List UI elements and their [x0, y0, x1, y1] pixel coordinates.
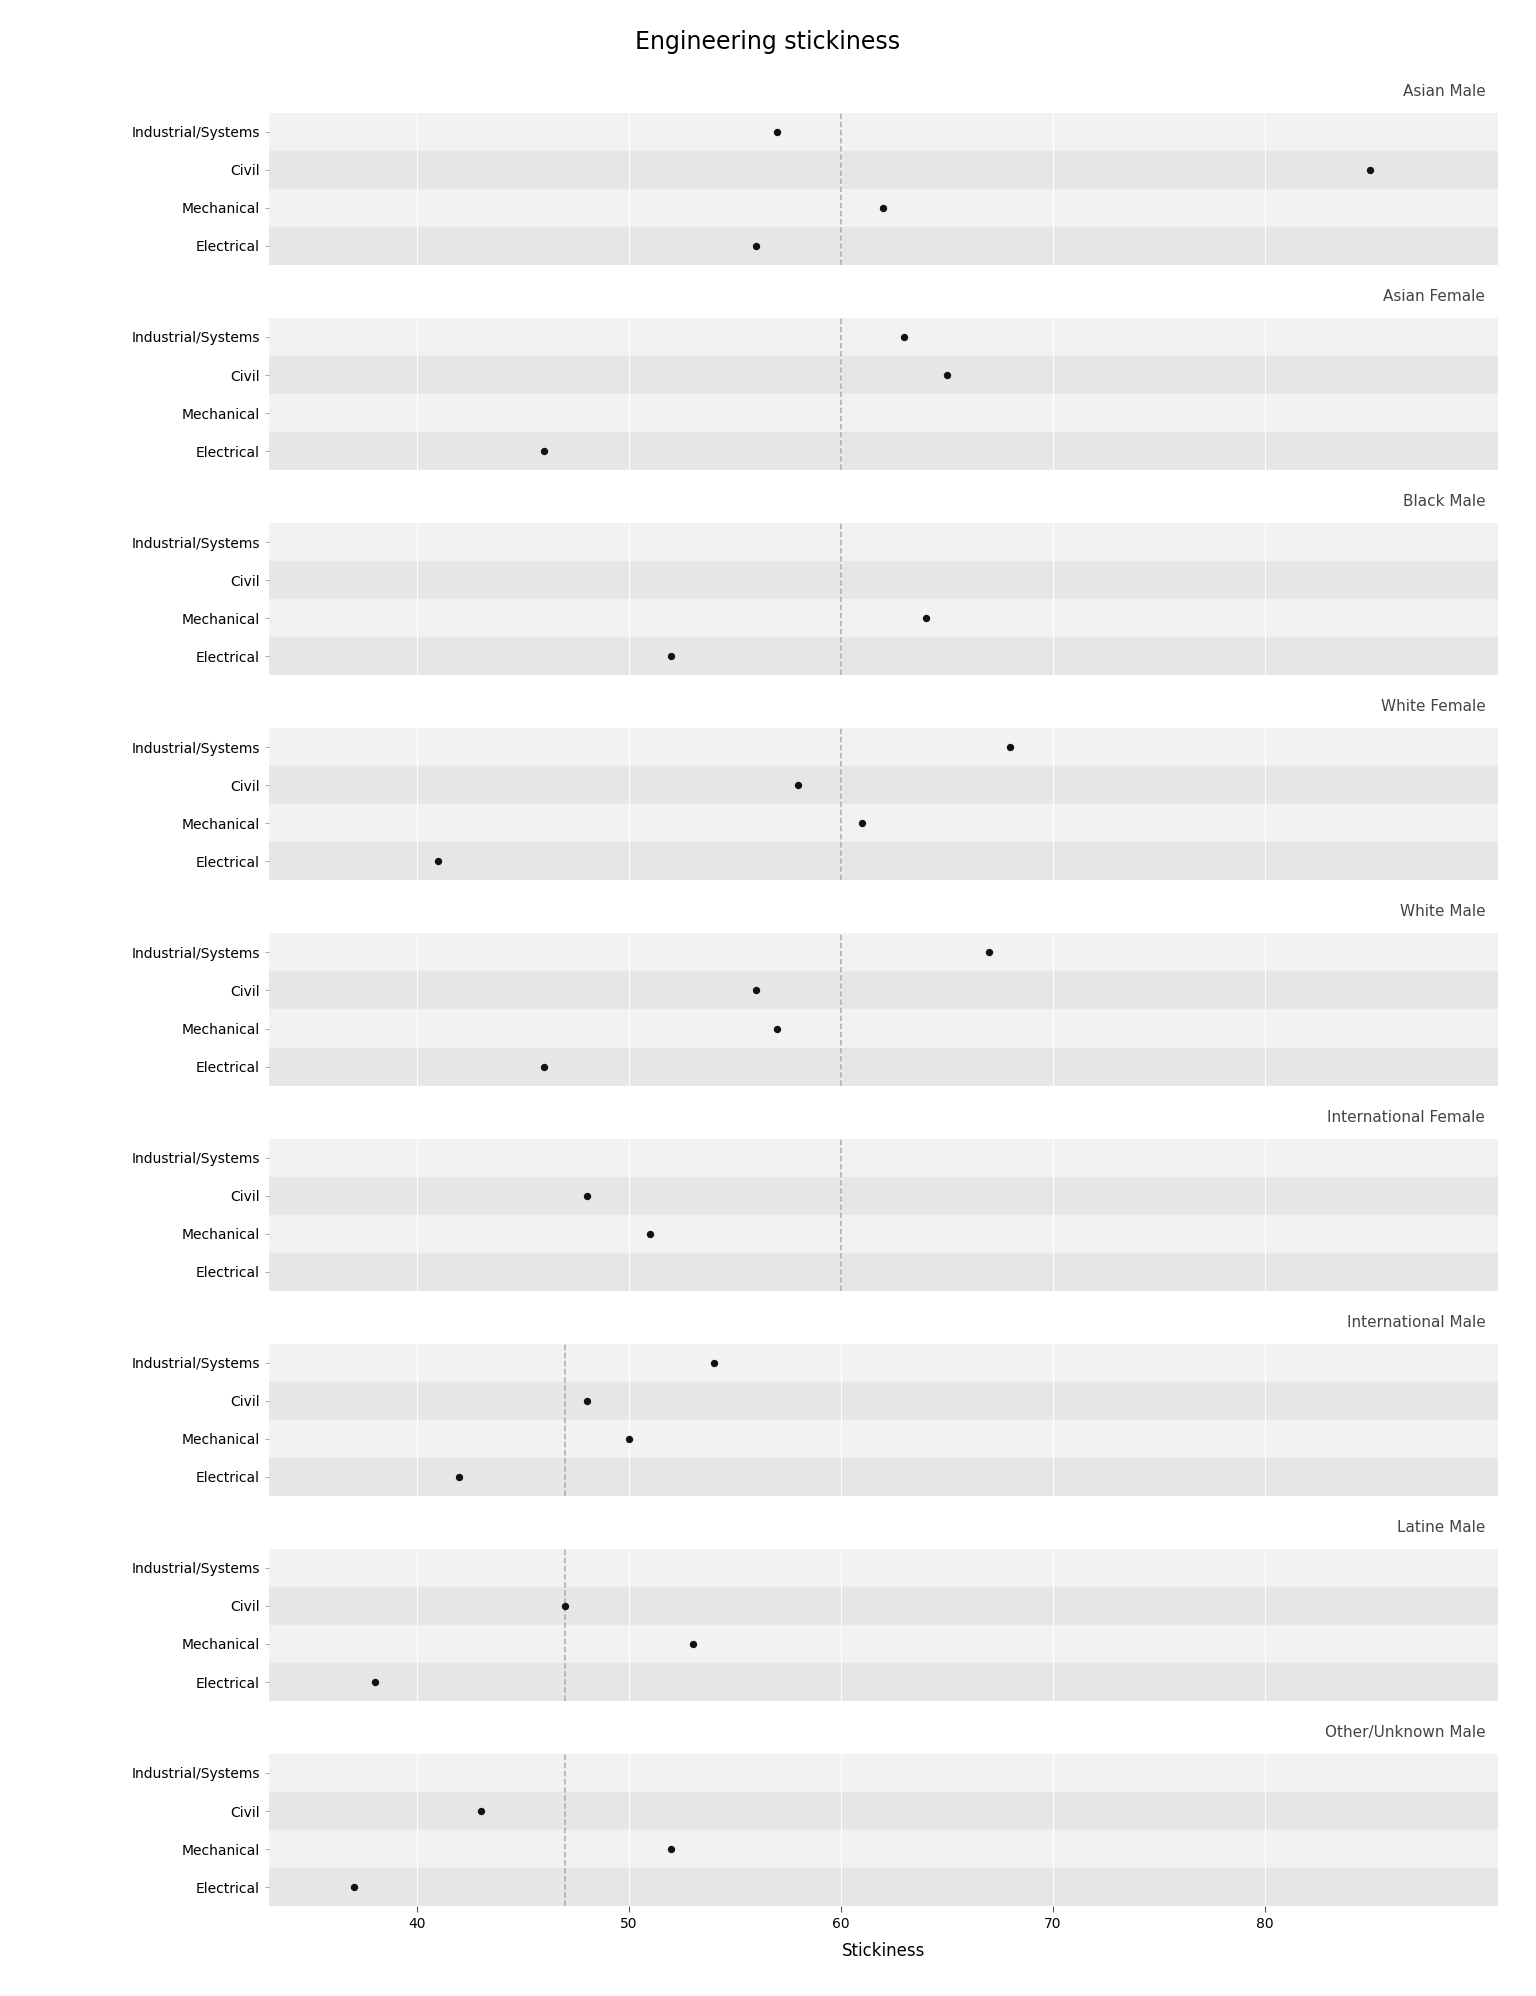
Text: Asian Female: Asian Female	[1384, 289, 1485, 303]
Bar	[269, 1343, 1498, 1381]
Point	[871, 192, 895, 224]
Point	[468, 1794, 493, 1826]
Point	[531, 435, 556, 467]
Bar	[269, 152, 1498, 190]
Point	[553, 1591, 578, 1623]
Text: Latine Male: Latine Male	[1396, 1519, 1485, 1535]
Bar	[269, 1792, 1498, 1830]
Point	[934, 359, 958, 391]
Bar	[269, 1625, 1498, 1663]
Bar	[269, 1754, 1498, 1792]
Bar	[269, 1457, 1498, 1495]
Bar	[269, 842, 1498, 880]
Point	[574, 1385, 599, 1417]
Text: Asian Male: Asian Male	[1402, 84, 1485, 100]
Point	[362, 1667, 387, 1699]
Bar	[269, 1549, 1498, 1587]
Text: International Female: International Female	[1327, 1110, 1485, 1124]
Bar	[269, 393, 1498, 431]
Bar	[269, 431, 1498, 471]
Point	[447, 1461, 472, 1493]
Point	[765, 1012, 790, 1044]
Point	[341, 1870, 366, 1902]
Bar	[269, 1176, 1498, 1216]
Point	[616, 1423, 641, 1455]
Bar	[269, 972, 1498, 1010]
Text: Engineering stickiness: Engineering stickiness	[636, 30, 900, 54]
Bar	[269, 561, 1498, 599]
Bar	[269, 729, 1498, 766]
Text: White Female: White Female	[1381, 699, 1485, 715]
Bar	[269, 1138, 1498, 1176]
Point	[743, 230, 768, 261]
Point	[659, 1832, 684, 1864]
Bar	[269, 804, 1498, 842]
Point	[892, 321, 917, 353]
Point	[1358, 154, 1382, 186]
Bar	[269, 1663, 1498, 1701]
Text: Other/Unknown Male: Other/Unknown Male	[1324, 1725, 1485, 1741]
Bar	[269, 934, 1498, 972]
Bar	[269, 1216, 1498, 1253]
Bar	[269, 1253, 1498, 1291]
Bar	[269, 1587, 1498, 1625]
Bar	[269, 1048, 1498, 1086]
Point	[574, 1180, 599, 1212]
Bar	[269, 523, 1498, 561]
Bar	[269, 114, 1498, 152]
Point	[998, 731, 1023, 762]
Point	[637, 1218, 662, 1249]
Point	[659, 641, 684, 673]
X-axis label: Stickiness: Stickiness	[842, 1942, 925, 1960]
Bar	[269, 1010, 1498, 1048]
Bar	[269, 1419, 1498, 1457]
Text: Black Male: Black Male	[1402, 495, 1485, 509]
Point	[702, 1347, 727, 1379]
Bar	[269, 1381, 1498, 1419]
Point	[765, 116, 790, 148]
Bar	[269, 599, 1498, 637]
Bar	[269, 228, 1498, 265]
Bar	[269, 1868, 1498, 1906]
Bar	[269, 190, 1498, 228]
Point	[914, 603, 938, 635]
Point	[977, 936, 1001, 968]
Bar	[269, 355, 1498, 393]
Bar	[269, 766, 1498, 804]
Bar	[269, 637, 1498, 675]
Point	[680, 1629, 705, 1661]
Point	[786, 768, 811, 800]
Point	[425, 846, 450, 878]
Bar	[269, 317, 1498, 355]
Point	[531, 1050, 556, 1082]
Text: White Male: White Male	[1399, 904, 1485, 920]
Point	[743, 974, 768, 1006]
Bar	[269, 1830, 1498, 1868]
Text: International Male: International Male	[1347, 1315, 1485, 1329]
Point	[849, 808, 874, 840]
